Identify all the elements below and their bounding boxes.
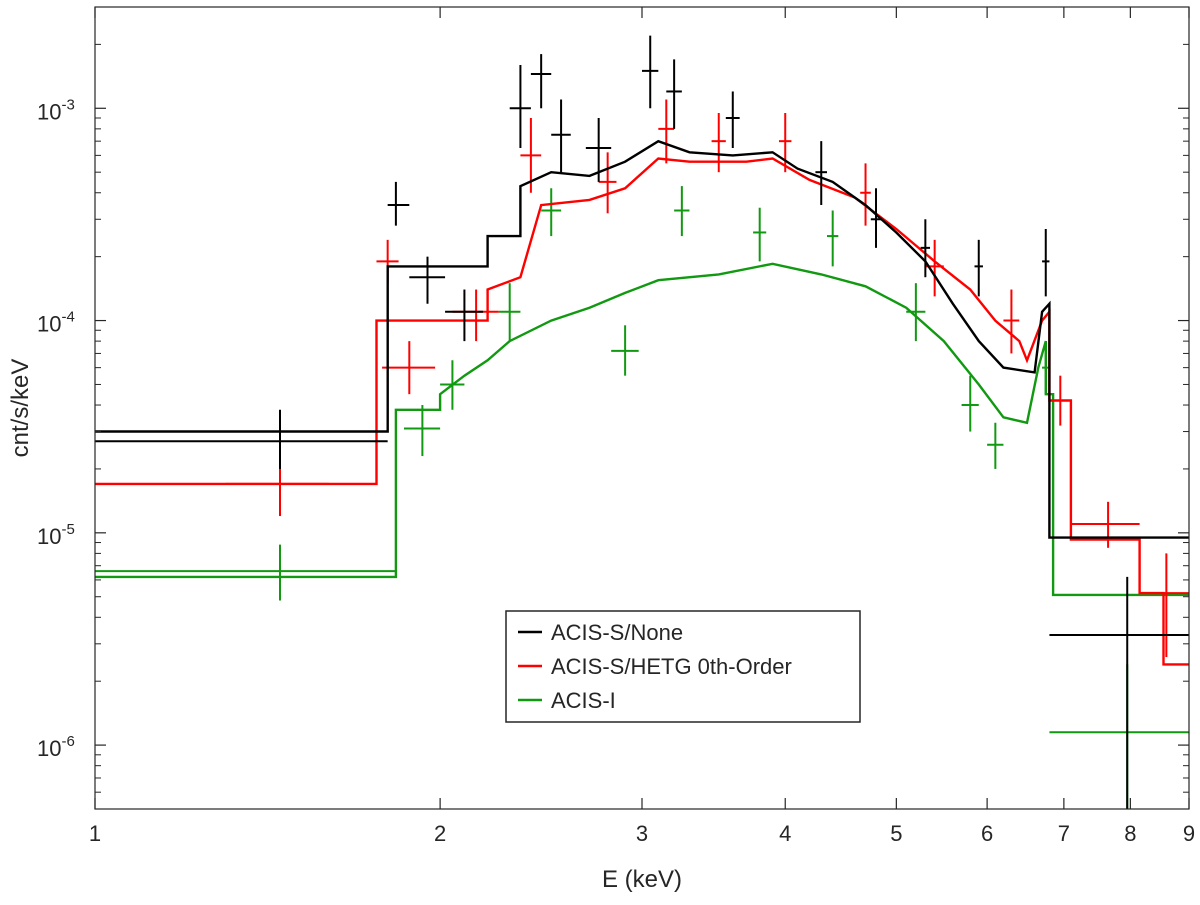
y-tick-exponent: -6 xyxy=(61,733,74,750)
data-point xyxy=(1003,289,1020,354)
data-point xyxy=(642,35,659,109)
ticks-layer: 1 2 3 4 5 6 7 8 910-610-510-410-3 xyxy=(37,6,1195,846)
data-point xyxy=(974,239,983,297)
data-point xyxy=(961,375,979,432)
y-tick-label: 10-6 xyxy=(37,733,75,761)
y-tick-label: 10-5 xyxy=(37,521,75,549)
data-point xyxy=(860,163,871,226)
x-tick-label: 5 xyxy=(890,821,902,846)
x-tick-label: 8 xyxy=(1124,821,1136,846)
data-point xyxy=(403,405,441,457)
data-point xyxy=(1070,501,1140,548)
series-model-line xyxy=(95,139,1189,539)
data-point xyxy=(225,460,330,517)
data-point xyxy=(1042,228,1050,297)
data-point xyxy=(95,409,388,469)
x-tick-label: 1 xyxy=(89,821,101,846)
x-tick-label: 3 xyxy=(636,821,648,846)
data-point xyxy=(1049,576,1189,809)
y-axis-label: cnt/s/keV xyxy=(7,359,34,458)
data-point xyxy=(815,141,828,206)
legend-label-0: ACIS-S/None xyxy=(551,620,683,645)
data-point xyxy=(509,64,531,148)
data-point xyxy=(387,181,410,226)
x-tick-label: 4 xyxy=(779,821,791,846)
data-point xyxy=(530,54,552,109)
series-0 xyxy=(95,35,1189,809)
data-point xyxy=(920,219,931,278)
data-point xyxy=(585,117,612,182)
legend-box xyxy=(505,610,861,723)
y-tick-exponent: -4 xyxy=(61,309,74,326)
data-point xyxy=(611,325,639,376)
y-tick-base: 10 xyxy=(37,99,61,124)
x-tick-label: 9 xyxy=(1183,821,1195,846)
data-point xyxy=(1053,375,1068,426)
data-point xyxy=(1139,553,1189,658)
legend: ACIS-S/None ACIS-S/HETG 0th-Order ACIS-I xyxy=(505,610,861,723)
data-point xyxy=(711,113,726,173)
x-tick-label: 7 xyxy=(1058,821,1070,846)
data-point xyxy=(674,186,690,237)
x-tick-label: 6 xyxy=(981,821,993,846)
data-point xyxy=(551,99,571,173)
series-1 xyxy=(95,99,1189,666)
y-tick-base: 10 xyxy=(37,312,61,337)
legend-label-1: ACIS-S/HETG 0th-Order xyxy=(551,654,792,679)
y-tick-exponent: -3 xyxy=(61,96,74,113)
y-tick-label: 10-3 xyxy=(37,96,75,124)
data-point xyxy=(95,544,396,601)
data-point xyxy=(666,59,682,129)
data-point xyxy=(778,113,792,173)
data-point xyxy=(382,341,436,395)
legend-label-2: ACIS-I xyxy=(551,688,616,713)
data-point xyxy=(445,289,484,342)
series-model-line xyxy=(95,157,1189,666)
series-model-line xyxy=(95,262,1189,597)
data-point xyxy=(987,422,1004,469)
x-tick-label: 2 xyxy=(434,821,446,846)
y-tick-exponent: -5 xyxy=(61,521,74,538)
data-point xyxy=(498,283,521,342)
data-point xyxy=(440,360,465,410)
y-tick-base: 10 xyxy=(37,736,61,761)
series-2 xyxy=(95,186,1189,809)
data-point xyxy=(409,256,446,304)
data-point xyxy=(658,99,675,164)
data-point xyxy=(753,207,767,262)
series-layer xyxy=(95,35,1189,809)
data-point xyxy=(870,188,882,248)
data-point xyxy=(827,210,839,267)
data-point xyxy=(906,283,926,342)
data-point xyxy=(541,188,562,237)
y-tick-label: 10-4 xyxy=(37,309,75,337)
data-point xyxy=(725,91,740,148)
x-axis-label: E (keV) xyxy=(602,866,682,893)
y-tick-base: 10 xyxy=(37,524,61,549)
data-point xyxy=(598,152,617,214)
